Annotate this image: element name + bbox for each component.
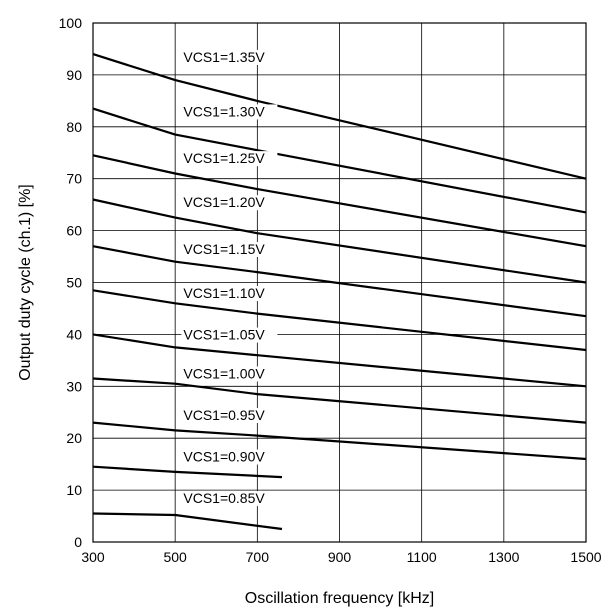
series-label-background: [181, 286, 278, 302]
series-label-background: [181, 408, 278, 424]
series-labels: VCS1=1.35V VCS1=1.30V VCS1=1.25V VCS1=1.20V…: [181, 49, 278, 507]
x-tick-label: 1300: [488, 549, 519, 565]
x-tick-label: 300: [81, 549, 105, 565]
series-label: VCS1=1.30V: [183, 103, 265, 119]
series-label: VCS1=1.10V: [183, 285, 265, 301]
series-label-background: [181, 195, 278, 211]
x-tick-label: 700: [246, 549, 270, 565]
x-tick-label: 500: [163, 549, 187, 565]
series-line-vcs1-0-95v: [92, 421, 587, 461]
x-tick-label: 1100: [407, 549, 437, 565]
y-tick-label: 50: [66, 275, 82, 291]
series-line-vcs1-0-90v: [92, 465, 283, 479]
series-line-vcs1-1-20v: [92, 198, 587, 284]
y-tick-label: 100: [59, 15, 83, 31]
series-label: VCS1=0.90V: [183, 449, 265, 465]
y-tick-label: 60: [66, 223, 82, 239]
series-label: VCS1=1.05V: [183, 327, 265, 343]
series-line-vcs1-1-05v: [92, 333, 587, 388]
series-label-background: [181, 49, 278, 65]
series-label: VCS1=1.15V: [183, 241, 265, 257]
series-label-background: [181, 151, 278, 167]
series-line-vcs1-1-00v: [92, 377, 587, 424]
series-line-vcs1-1-10v: [92, 289, 587, 352]
y-tick-label: 10: [66, 482, 82, 498]
grid: [93, 23, 586, 542]
series-label-background: [181, 366, 278, 382]
series-line-vcs1-1-25v: [92, 154, 587, 248]
series-label-background: [181, 491, 278, 507]
y-ticks: 0 10 20 30 40 50 60 70 80 90 100: [59, 15, 83, 550]
x-ticks: 300 500 700 900 1100 1300 1500: [81, 549, 601, 565]
y-tick-label: 0: [74, 534, 82, 550]
x-tick-label: 900: [328, 549, 352, 565]
series-lines: [92, 53, 587, 531]
series-label-background: [181, 241, 278, 257]
series-line-vcs1-1-35v: [92, 53, 587, 180]
series-label: VCS1=1.00V: [183, 366, 265, 382]
series-label: VCS1=0.85V: [183, 490, 265, 506]
y-tick-label: 40: [66, 326, 82, 342]
series-label: VCS1=1.20V: [183, 194, 265, 210]
y-tick-label: 20: [66, 430, 82, 446]
series-label: VCS1=1.25V: [183, 150, 265, 166]
series-label: VCS1=1.35V: [183, 49, 265, 65]
series-line-vcs1-1-15v: [92, 245, 587, 318]
x-axis-title: Oscillation frequency [kHz]: [245, 590, 434, 607]
series-label-background: [181, 449, 278, 465]
y-axis-title: Output duty cycle (ch.1) [%]: [17, 184, 34, 381]
series-label-background: [181, 327, 278, 343]
series-label: VCS1=0.95V: [183, 407, 265, 423]
y-tick-label: 30: [66, 378, 82, 394]
y-tick-label: 80: [66, 119, 82, 135]
series-label-background: [181, 104, 278, 120]
series-line-vcs1-1-30v: [92, 107, 587, 214]
y-tick-label: 90: [66, 67, 82, 83]
y-tick-label: 70: [66, 171, 82, 187]
x-tick-label: 1500: [570, 549, 601, 565]
series-line-vcs1-0-85v: [92, 512, 283, 531]
